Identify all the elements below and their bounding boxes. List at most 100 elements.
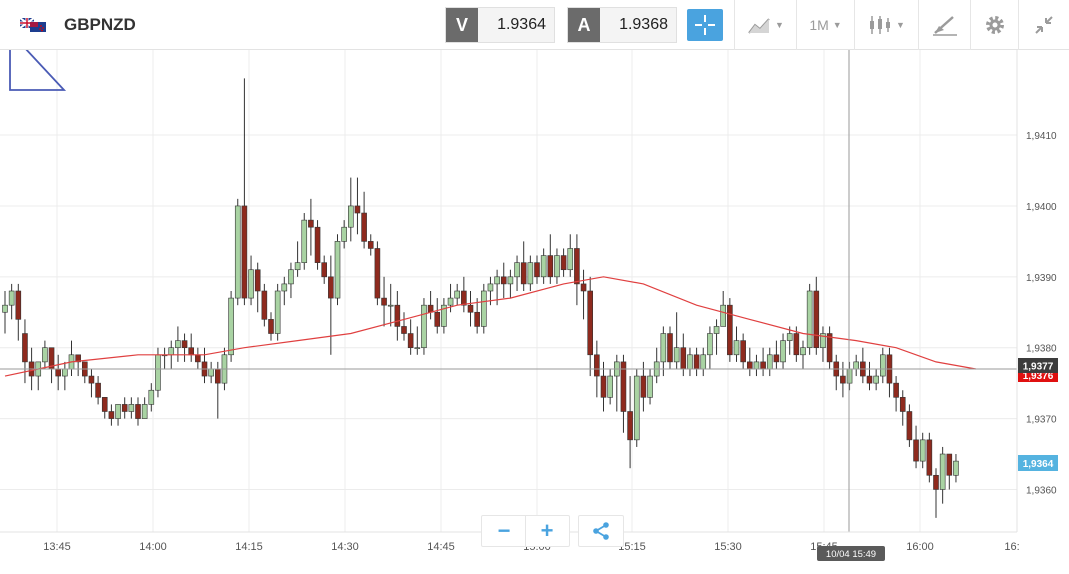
candle-down [121,397,128,419]
red-price-label: 1,9376 [1023,371,1054,382]
candle-body [195,354,201,363]
share-button[interactable] [578,515,624,547]
candle-body [168,347,175,356]
candle-down [627,376,633,469]
candle-down [95,376,101,405]
candle-body [893,382,899,398]
candle-body [474,311,480,327]
candle-body [640,375,647,398]
candle-body [760,361,766,370]
candle-body [155,354,161,391]
candle-body [520,262,527,285]
collapse-icon [1035,16,1053,34]
settings-button[interactable] [970,0,1018,50]
candle-body [853,361,860,370]
price-tick-label: 1,9410 [1026,131,1057,142]
candle-up [234,198,241,306]
candle-body [826,333,833,363]
candle-down [620,354,627,433]
buy-price: 1.9368 [600,8,676,42]
candle-up [274,283,281,341]
candle-body [441,304,447,327]
candle-body [946,453,953,476]
candle-body [175,340,181,349]
zoom-in-button[interactable]: + [540,518,554,543]
candle-down [434,298,441,334]
candle-body [268,319,274,334]
timeframe-button[interactable]: 1M ▼ [796,0,854,50]
crosshair-button[interactable] [687,9,723,41]
candle-down [906,404,913,447]
collapse-button[interactable] [1018,0,1069,50]
candle-style-button[interactable]: ▼ [854,0,918,50]
candle-body [248,269,254,299]
candle-up [687,347,693,377]
candle-body [387,304,394,307]
candle-body [374,248,381,299]
zoom-out-button[interactable]: − [483,516,526,546]
drawing-tools-button[interactable] [918,0,970,50]
candle-down [321,255,328,284]
candle-up [939,446,946,504]
candle-body [514,262,520,278]
price-chart[interactable]: 1,9410 1,9400 1,9390 1,9380 1,9370 1,9360 13:… [0,29,1069,569]
candle-body [554,255,560,278]
candle-down [840,361,846,398]
candle-body [746,361,753,370]
candle-body [926,439,933,476]
candle-down [108,404,115,426]
candle-up [208,361,214,384]
candle-down [55,354,62,391]
candle-body [693,354,700,370]
candle-down [866,361,873,391]
candle-down [328,255,334,355]
candle-down [75,354,81,377]
time-tick-label: 14:15 [235,541,263,553]
candle-down [680,333,687,377]
candle-body [108,411,115,419]
price-tick-label: 1,9380 [1026,344,1057,355]
gear-icon [985,16,1004,34]
instrument-symbol: GBPNZD [64,15,136,34]
candle-up [879,347,886,384]
candle-body [766,354,773,370]
candle-up [334,234,341,306]
candle-body [75,354,81,363]
candle-body [181,340,188,349]
candle-up [514,255,520,291]
candle-down [367,234,374,256]
candle-body [434,311,441,327]
candle-down [401,312,407,341]
candle-up [301,213,308,270]
buy-tag: A [568,8,600,42]
sell-quote[interactable]: V 1.9364 [445,7,555,43]
candle-up [161,347,168,369]
candle-body [574,248,580,285]
candle-down [268,312,274,341]
candle-down [926,432,933,483]
candle-body [594,354,600,377]
candle-up [228,291,234,362]
candle-down [407,319,414,355]
chart-area[interactable]: 1,9410 1,9400 1,9390 1,9380 1,9370 1,9360 13:… [0,29,1069,569]
candle-down [913,425,919,469]
candle-body [673,347,680,363]
candle-down [15,283,22,341]
candle-up [660,326,667,377]
candle-body [487,283,494,292]
candle-body [800,347,806,356]
triangle-drawing-icon[interactable] [9,29,67,91]
chart-type-button[interactable]: ▼ [734,0,796,50]
candle-up [414,326,421,355]
share-icon [593,522,609,540]
candle-body [314,226,321,263]
candle-body [354,205,361,214]
candle-body [274,290,281,334]
gb-nz-flag-icon [20,18,46,32]
candle-down [195,347,201,369]
candle-body [461,290,467,306]
buy-quote[interactable]: A 1.9368 [567,7,677,43]
candle-body [806,290,813,349]
candle-body [733,340,740,356]
candle-body [953,460,959,476]
